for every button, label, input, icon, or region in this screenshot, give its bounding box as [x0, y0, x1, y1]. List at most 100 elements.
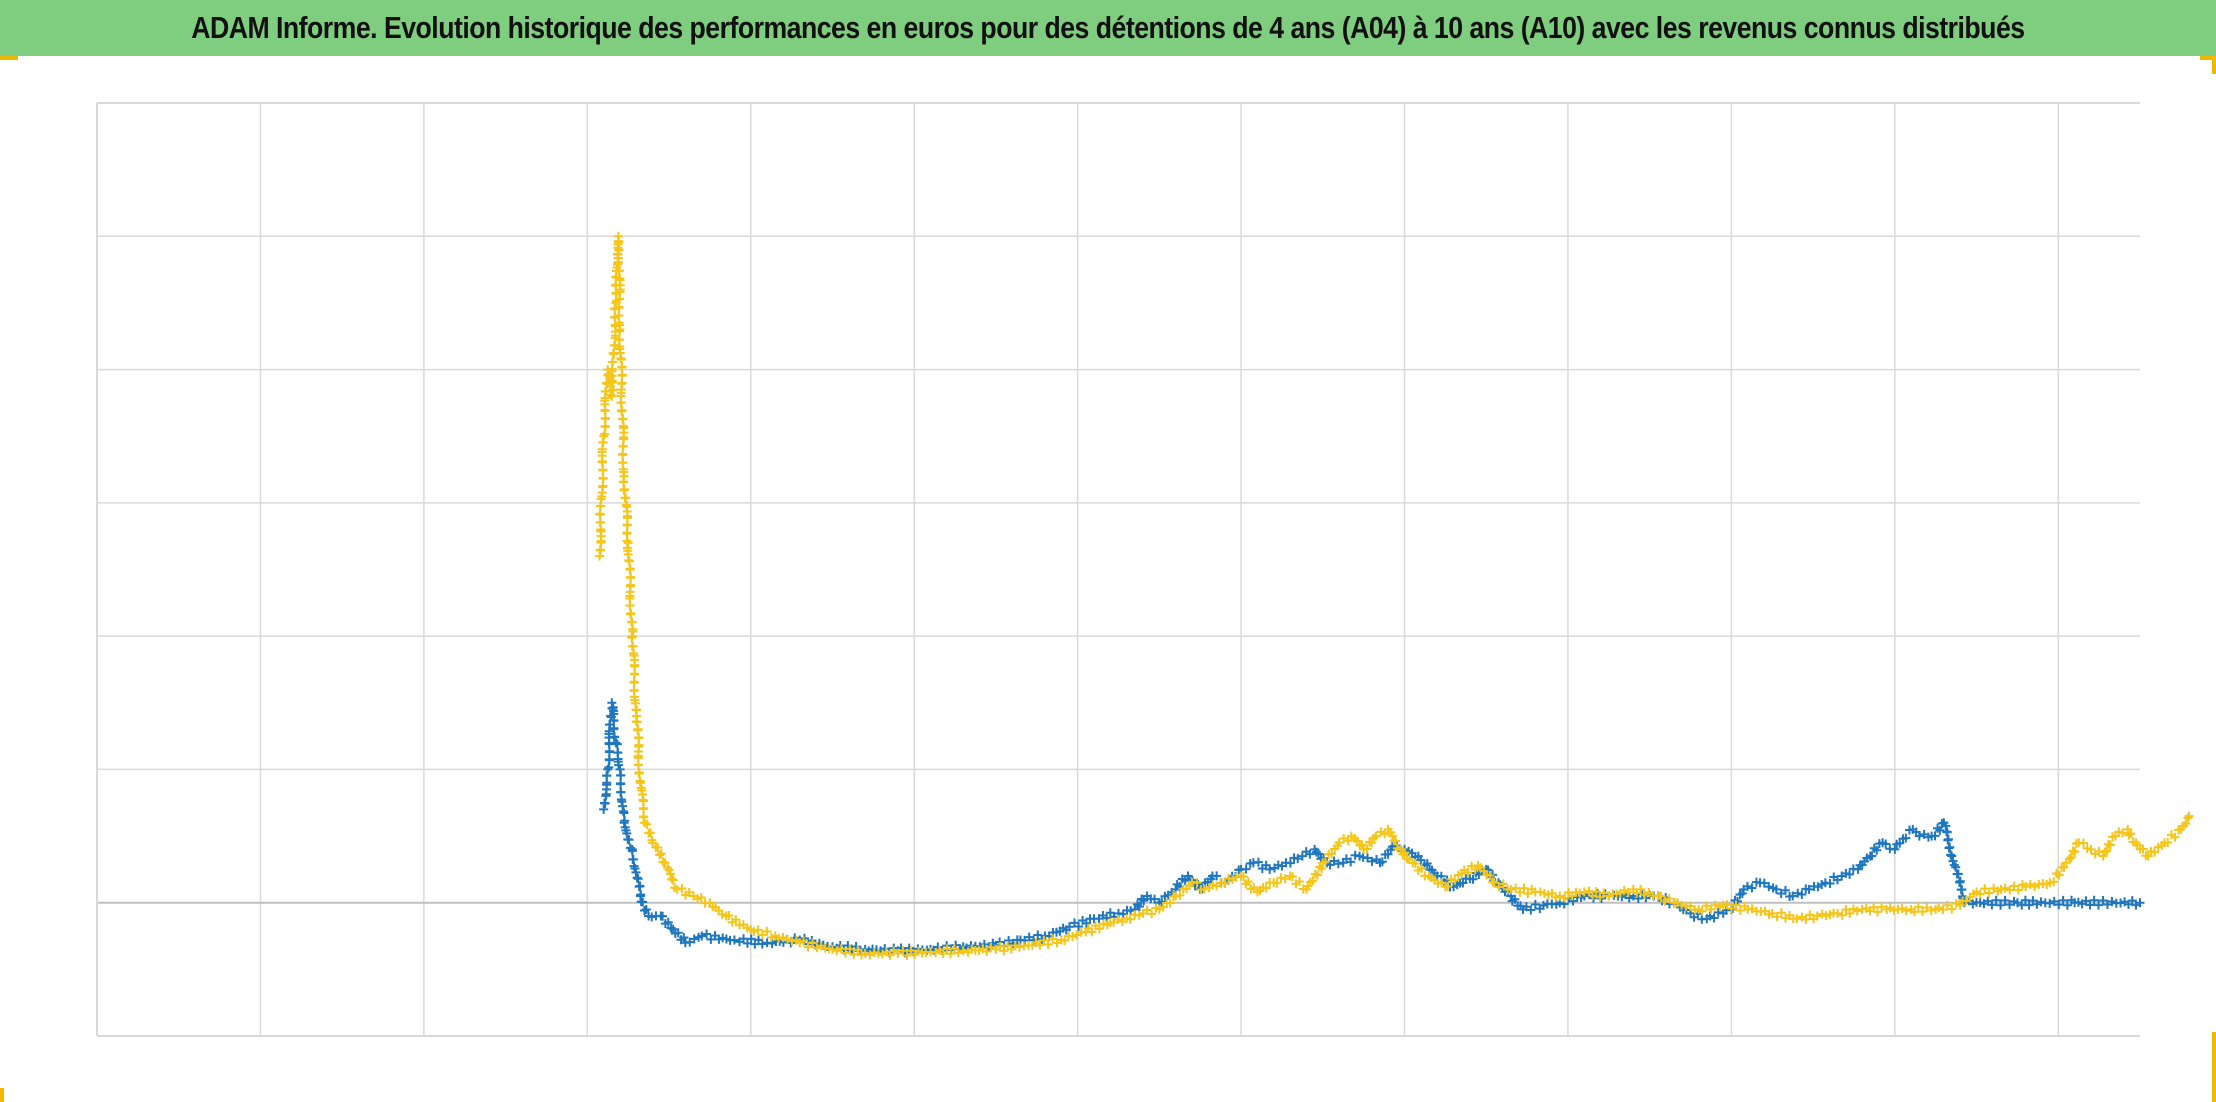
- data-point-series-2: [1535, 887, 1545, 897]
- data-point-series-1: [1241, 864, 1251, 874]
- data-point-series-1: [1157, 897, 1167, 907]
- data-point-series-1: [2094, 900, 2103, 910]
- data-point-series-2: [624, 556, 634, 566]
- data-point-series-2: [2049, 877, 2059, 887]
- data-point-series-2: [653, 842, 663, 852]
- data-point-series-2: [1575, 888, 1585, 898]
- data-point-series-1: [2089, 895, 2099, 905]
- data-point-series-2: [599, 431, 609, 441]
- data-point-series-2: [749, 927, 759, 937]
- data-point-series-2: [1837, 910, 1847, 920]
- frame-corner-bottom-right: [2212, 1032, 2216, 1102]
- data-point-series-2: [1489, 878, 1499, 888]
- data-point-series-1: [604, 747, 614, 757]
- data-point-series-1: [1383, 849, 1393, 859]
- data-point-series-1: [1596, 894, 1606, 904]
- data-point-series-2: [2138, 844, 2148, 854]
- data-point-series-2: [1272, 878, 1282, 888]
- data-point-series-2: [609, 349, 619, 359]
- data-point-series-2: [1175, 890, 1185, 900]
- data-point-series-2: [717, 909, 727, 919]
- data-point-series-2: [1833, 908, 1843, 918]
- data-point-series-2: [626, 572, 636, 582]
- data-point-series-2: [902, 951, 912, 961]
- data-point-series-2: [1039, 935, 1049, 945]
- data-point-series-2: [600, 422, 610, 432]
- data-point-series-2: [618, 449, 628, 459]
- data-point-series-2: [1498, 879, 1508, 889]
- data-point-series-2: [807, 938, 817, 948]
- data-point-series-1: [1742, 881, 1752, 891]
- data-point-series-2: [598, 474, 608, 484]
- data-point-series-1: [1064, 922, 1074, 932]
- data-point-series-1: [612, 739, 622, 749]
- data-point-series-2: [655, 850, 665, 860]
- data-point-series-1: [609, 716, 619, 726]
- data-point-series-1: [1825, 879, 1835, 889]
- data-point-series-2: [1276, 873, 1286, 883]
- data-point-series-2: [982, 946, 992, 956]
- data-point-series-2: [617, 370, 627, 380]
- data-point-series-2: [1295, 877, 1305, 887]
- data-point-series-2: [1380, 829, 1390, 839]
- data-point-series-2: [2150, 847, 2160, 857]
- data-point-series-2: [898, 946, 908, 956]
- data-point-series-2: [648, 838, 658, 848]
- data-point-series-1: [1955, 876, 1965, 886]
- data-point-series-2: [799, 936, 809, 946]
- data-point-series-1: [602, 771, 612, 781]
- data-point-series-2: [2064, 854, 2074, 864]
- frame-corner-top-right-h: [2200, 56, 2216, 60]
- data-point-series-2: [1506, 884, 1516, 894]
- data-point-series-1: [614, 760, 624, 770]
- data-point-series-2: [1869, 902, 1879, 912]
- data-point-series-1: [1930, 831, 1940, 841]
- data-point-series-2: [1443, 881, 1453, 891]
- data-point-series-2: [1357, 840, 1367, 850]
- data-point-series-1: [1126, 906, 1136, 916]
- data-point-series-2: [1591, 887, 1601, 897]
- data-point-series-2: [2100, 847, 2110, 857]
- data-point-series-2: [1560, 893, 1570, 903]
- data-point-series-1: [702, 929, 712, 939]
- data-point-series-1: [1526, 905, 1536, 915]
- data-point-series-2: [606, 390, 616, 400]
- data-point-series-1: [1074, 922, 1084, 932]
- data-point-series-2: [1068, 931, 1078, 941]
- data-point-series-1: [1530, 900, 1540, 910]
- data-point-series-1: [1468, 874, 1478, 884]
- data-point-series-2: [853, 945, 863, 955]
- data-point-series-2: [1087, 927, 1097, 937]
- data-point-series-2: [611, 289, 621, 299]
- data-point-series-2: [656, 849, 666, 859]
- data-point-series-2: [782, 934, 792, 944]
- data-point-series-2: [600, 414, 610, 424]
- data-point-series-2: [1515, 887, 1525, 897]
- data-point-series-2: [629, 677, 639, 687]
- data-point-series-1: [1713, 907, 1723, 917]
- data-point-series-2: [634, 767, 644, 777]
- data-point-series-1: [627, 846, 637, 856]
- data-point-series-2: [1220, 878, 1230, 888]
- data-point-series-2: [617, 362, 627, 372]
- data-point-series-2: [645, 828, 655, 838]
- data-point-series-2: [731, 915, 741, 925]
- data-point-series-2: [1239, 872, 1249, 882]
- data-point-series-2: [1980, 884, 1990, 894]
- data-point-series-1: [679, 933, 689, 943]
- data-point-series-1: [607, 698, 617, 708]
- data-point-series-2: [1772, 912, 1782, 922]
- data-point-series-2: [1192, 878, 1202, 888]
- data-point-series-1: [1943, 834, 1953, 844]
- data-point-series-1: [1845, 869, 1855, 879]
- chart-title-bar: ADAM Informe. Evolution historique des p…: [0, 0, 2216, 56]
- data-point-series-1: [2058, 895, 2068, 905]
- data-point-series-2: [2000, 883, 2010, 893]
- data-point-series-2: [596, 545, 606, 555]
- data-point-series-1: [2107, 897, 2117, 907]
- data-point-series-2: [1551, 892, 1561, 902]
- data-point-series-2: [1313, 870, 1323, 880]
- data-point-series-2: [1984, 888, 1994, 898]
- data-point-series-2: [836, 944, 846, 954]
- data-point-series-1: [610, 732, 620, 742]
